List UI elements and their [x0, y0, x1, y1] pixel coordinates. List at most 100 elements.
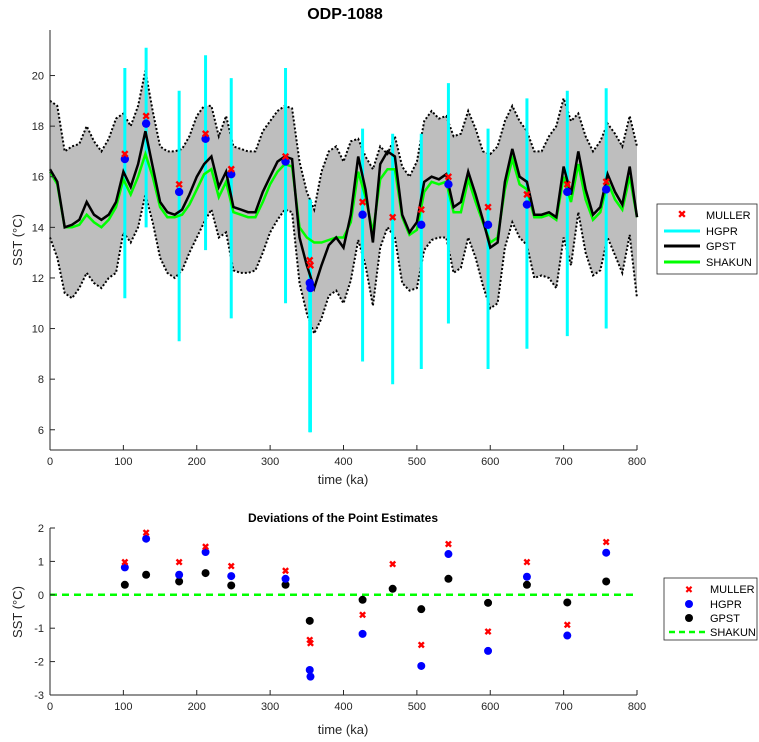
gpst-deviation-point: [142, 570, 151, 579]
hgpr-point: [563, 187, 572, 197]
x-tick-label: 600: [481, 701, 499, 713]
y-tick-label: 14: [32, 222, 44, 234]
muller-deviation-point: [307, 639, 314, 647]
x-tick-label: 0: [47, 701, 53, 713]
muller-deviation-point: [563, 621, 571, 629]
legend-muller-label: MULLER: [706, 210, 751, 222]
y-tick-label: -3: [34, 690, 44, 702]
hgpr-deviation-point: [602, 548, 611, 557]
gpst-deviation-point: [417, 605, 426, 614]
x-tick-label: 200: [188, 456, 206, 468]
muller-point: [142, 112, 150, 120]
legend-muller-marker: ✖: [677, 208, 686, 221]
x-tick-label: 600: [481, 456, 499, 468]
hgpr-point: [141, 119, 151, 128]
x-axis-label: time (ka): [318, 722, 369, 737]
x-tick-label: 200: [188, 701, 206, 713]
muller-point: [563, 180, 571, 188]
legend-top: ✖ MULLER HGPR GPST SHAKUN: [656, 203, 758, 275]
chart-odp-1088: ODP-1088 0 100 200 300 400 500 600 700 800 6 8 10 1…: [10, 6, 758, 487]
x-tick-label: 500: [408, 701, 426, 713]
muller-deviation-point: [142, 529, 150, 537]
x-ticks: 0 100 200 300 400 500 600 700 800: [47, 690, 646, 713]
muller-deviation-points: [121, 529, 610, 649]
x-ticks: 0 100 200 300 400 500 600 700 800: [47, 445, 646, 468]
hgpr-deviation-point: [227, 572, 236, 581]
muller-deviation-point: [417, 641, 425, 649]
x-tick-label: 500: [408, 456, 426, 468]
muller-point: [523, 190, 531, 199]
muller-point: [602, 178, 610, 186]
x-tick-label: 100: [114, 456, 132, 468]
legend-item-gpst: GPST: [664, 241, 736, 253]
x-tick-label: 700: [554, 701, 572, 713]
hgpr-deviation-point: [142, 534, 151, 543]
legend-item-muller: ✖ MULLER: [677, 208, 750, 222]
legend-muller-label: MULLER: [710, 584, 755, 596]
muller-point: [358, 198, 367, 206]
x-axis-label: time (ka): [318, 472, 369, 487]
hgpr-deviation-point: [358, 629, 367, 638]
legend-bottom: ✖ MULLER HGPR GPST SHAKUN: [663, 577, 758, 641]
y-tick-label: 12: [32, 273, 44, 285]
gpst-deviation-point: [602, 577, 611, 586]
hgpr-point: [306, 283, 315, 293]
gpst-deviation-point: [281, 580, 290, 589]
y-tick-label: 2: [38, 523, 44, 535]
legend-gpst-label: GPST: [706, 241, 736, 253]
legend-hgpr-label: HGPR: [710, 599, 742, 611]
legend-item-gpst: GPST: [685, 613, 740, 625]
muller-point: [306, 261, 315, 269]
gpst-deviation-point: [522, 580, 531, 589]
gpst-deviation-point: [388, 584, 397, 593]
muller-deviation-point: [121, 558, 129, 566]
gpst-line: [48, 130, 639, 293]
muller-deviation-point: [389, 560, 397, 568]
hgpr-deviation-point: [522, 572, 531, 581]
y-tick-label: 0: [38, 590, 44, 602]
muller-deviation-point: [359, 611, 367, 619]
gpst-deviation-point: [120, 580, 129, 589]
hgpr-deviation-point: [305, 665, 314, 674]
hgpr-deviation-point: [417, 661, 426, 670]
muller-deviation-point: [484, 628, 492, 635]
gpst-deviation-points: [120, 569, 611, 625]
hgpr-deviation-point: [306, 672, 315, 681]
hgpr-deviation-point: [175, 570, 184, 579]
gpst-upper-bound-line: [49, 70, 638, 214]
chart-deviations: Deviations of the Point Estimates 0 100 20…: [10, 511, 758, 737]
muller-point: [281, 152, 290, 161]
hgpr-points: [120, 119, 611, 293]
muller-deviation-point: [282, 567, 289, 575]
legend-muller-marker: ✖: [685, 585, 693, 596]
y-ticks: -3 -2 -1 0 1 2: [34, 523, 55, 702]
y-tick-label: 18: [32, 121, 44, 133]
y-tick-label: 20: [32, 71, 44, 83]
muller-point: [389, 213, 397, 221]
gpst-deviation-point: [227, 581, 236, 590]
legend-item-hgpr: HGPR: [685, 599, 742, 611]
x-tick-label: 700: [554, 456, 572, 468]
gpst-deviation-point: [444, 574, 453, 583]
hgpr-point: [174, 187, 184, 197]
legend-item-shakun: SHAKUN: [664, 257, 752, 269]
plot-area: [48, 30, 639, 450]
legend-shakun-label: SHAKUN: [706, 257, 752, 269]
muller-point: [201, 130, 210, 138]
x-tick-label: 0: [47, 456, 53, 468]
muller-point: [121, 150, 129, 158]
gpst-deviation-point: [175, 577, 184, 586]
muller-point: [306, 256, 314, 264]
hgpr-deviation-point: [563, 631, 572, 640]
gpst-deviation-point: [201, 569, 210, 578]
x-tick-label: 400: [334, 701, 352, 713]
gpst-lower-bound-line: [49, 194, 638, 337]
muller-deviation-point: [202, 543, 210, 551]
y-tick-label: 8: [38, 374, 44, 386]
muller-point: [175, 180, 183, 188]
gpst-deviation-point: [484, 598, 493, 607]
legend-shakun-label: SHAKUN: [710, 627, 756, 639]
x-tick-label: 100: [114, 701, 132, 713]
hgpr-point: [601, 185, 611, 194]
